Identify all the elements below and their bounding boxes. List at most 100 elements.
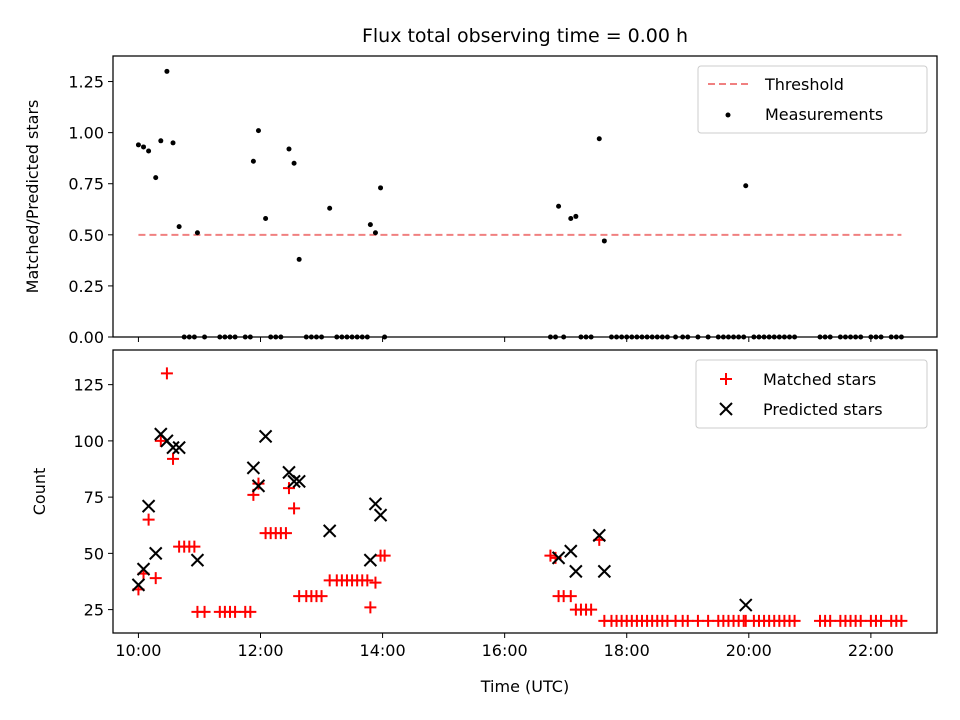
predicted-star-point [597,564,612,579]
bottom-plot-area [131,367,908,627]
top-y-axis-label: Matched/Predicted stars [23,100,42,294]
matched-star-point [229,605,242,618]
measurement-point [194,230,200,236]
predicted-star-point [322,524,337,538]
top-y-tick-label: 1.00 [68,124,104,143]
x-tick-label: 18:00 [604,641,650,660]
top-y-tick-label: 0.00 [68,328,104,347]
matched-star-point [198,605,211,618]
top-y-tick-label: 0.75 [68,175,104,194]
matched-star-point [702,614,715,627]
x-tick-label: 12:00 [237,641,283,660]
top-y-tick-label: 1.25 [68,73,104,92]
measurement-point [378,185,384,191]
x-tick-label: 20:00 [726,641,772,660]
bottom-legend-box [695,359,928,429]
predicted-star-point [569,564,583,579]
top-legend: Threshold Measurements [697,65,928,134]
predicted-star-point [368,497,383,511]
bottom-y-tick-label: 125 [73,376,104,395]
measurement-point [141,144,147,150]
measurement-point [170,140,176,146]
predicted-star-point [739,598,753,612]
predicted-star-point [592,528,606,543]
top-legend-box [697,65,928,134]
top-x-ticks [137,337,872,342]
predicted-star-point [172,440,186,455]
measurement-point [367,222,373,228]
legend-matched-label: Matched stars [763,370,876,389]
measurement-point [601,238,607,244]
predicted-star-point [251,479,266,493]
measurement-point [286,146,292,152]
legend-measurements-swatch [725,112,731,118]
measurement-point [573,213,579,219]
matched-star-point [369,576,382,589]
bottom-y-tick-label: 25 [84,601,104,620]
predicted-star-point [564,544,578,558]
matched-star-point [681,614,694,627]
predicted-star-point [287,474,301,489]
bottom-legend: Matched stars Predicted stars [695,359,928,429]
predicted-star-point [363,553,378,567]
predicted-star-point [131,578,146,592]
top-axes-frame [112,55,938,338]
measurement-point [250,158,256,164]
matched-star-point [288,502,301,515]
matched-star-point [279,527,292,540]
legend-measurements-label: Measurements [765,105,883,124]
measurement-point [743,183,749,189]
measurement-point [296,256,302,262]
x-tick-label: 22:00 [848,641,894,660]
legend-predicted-label: Predicted stars [763,400,883,419]
matched-star-point [585,603,598,616]
bottom-y-tick-label: 100 [73,432,104,451]
legend-threshold-label: Threshold [764,75,844,94]
predicted-star-point [190,553,205,567]
measurement-point [263,215,269,221]
predicted-star-point [136,562,151,576]
matched-star-point [691,614,704,627]
measurement-point [291,160,297,166]
predicted-star-point [246,461,261,475]
predicted-star-point [258,429,273,444]
top-y-tick-label: 0.50 [68,226,104,245]
x-tick-label: 16:00 [482,641,528,660]
predicted-star-point [292,474,306,489]
matched-star-point [364,601,377,614]
measurement-point [255,128,261,134]
measurement-point [568,215,574,221]
top-plot-area [135,68,904,340]
bottom-x-ticks: 10:00 12:00 14:00 16:00 18:00 20:00 22:00 [115,633,894,660]
bottom-axes: 25 50 75 100 125 10:00 12:00 14:00 16:00 18:00 20… [30,349,938,696]
legend-predicted-swatch [719,402,733,416]
top-axes: 0.00 0.25 0.50 0.75 1.00 1.25 Matched/Predict… [23,55,938,347]
matched-star-point [788,614,801,627]
measurement-point [158,138,164,144]
matched-star-point [244,605,257,618]
x-tick-label: 10:00 [115,641,161,660]
matched-star-point [167,452,180,465]
matched-star-point [824,614,837,627]
matched-star-point [544,549,557,562]
bottom-y-axis-label: Count [30,468,49,516]
measurement-point [372,230,378,236]
predicted-star-point [149,546,163,561]
predicted-star-point [141,499,156,513]
predicted-star-point [551,551,566,565]
matched-star-point [564,590,577,603]
bottom-axes-frame [112,349,938,634]
measurement-point [596,136,602,142]
matched-star-point [895,614,908,627]
matched-star-point [875,614,888,627]
x-axis-label: Time (UTC) [480,677,569,696]
matched-star-point [142,513,155,526]
top-y-tick-label: 0.25 [68,277,104,296]
matched-star-point [149,572,162,585]
measurement-point [556,203,562,209]
predicted-star-point [166,440,180,455]
matched-star-point [378,549,391,562]
measurement-point [164,68,170,74]
top-y-ticks: 0.00 0.25 0.50 0.75 1.00 1.25 [68,73,113,347]
